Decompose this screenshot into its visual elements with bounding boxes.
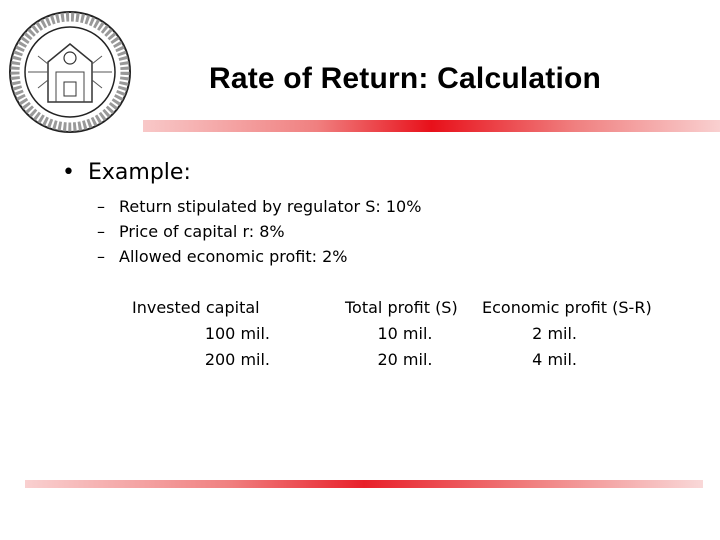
sub-list: – Return stipulated by regulator S: 10% –… (97, 194, 421, 269)
table-column-total-profit: Total profit (S) 10 mil. 20 mil. (345, 295, 475, 373)
list-item: – Price of capital r: 8% (97, 219, 421, 244)
list-item-label: Price of capital r: 8% (119, 222, 285, 241)
footer-divider (25, 480, 703, 488)
dash-icon: – (97, 197, 105, 216)
page-title: Rate of Return: Calculation (208, 62, 602, 95)
dash-icon: – (97, 222, 105, 241)
table-cell: 4 mil. (532, 350, 577, 369)
table-cell: 10 mil. (377, 324, 433, 343)
dash-icon: – (97, 247, 105, 266)
bullet-label: Example: (88, 160, 191, 185)
table-cell: 200 mil. (204, 350, 270, 369)
bullet-icon: • (62, 160, 75, 185)
table-column-invested: Invested capital 100 mil. 200 mil. (120, 295, 280, 373)
table-column-economic-profit: Economic profit (S-R) 2 mil. 4 mil. (482, 295, 662, 373)
list-item-label: Return stipulated by regulator S: 10% (119, 197, 422, 216)
column-header: Total profit (S) (345, 298, 458, 317)
list-item: • Example: (62, 160, 191, 185)
list-item-label: Allowed economic profit: 2% (119, 247, 348, 266)
table-cell: 2 mil. (532, 324, 577, 343)
table-cell: 20 mil. (377, 350, 433, 369)
column-header: Economic profit (S-R) (482, 298, 652, 317)
university-seal-icon (8, 10, 132, 134)
column-header: Invested capital (132, 298, 260, 317)
list-item: – Return stipulated by regulator S: 10% (97, 194, 421, 219)
table-cell: 100 mil. (204, 324, 270, 343)
title-divider (143, 120, 720, 132)
list-item: – Allowed economic profit: 2% (97, 244, 421, 269)
